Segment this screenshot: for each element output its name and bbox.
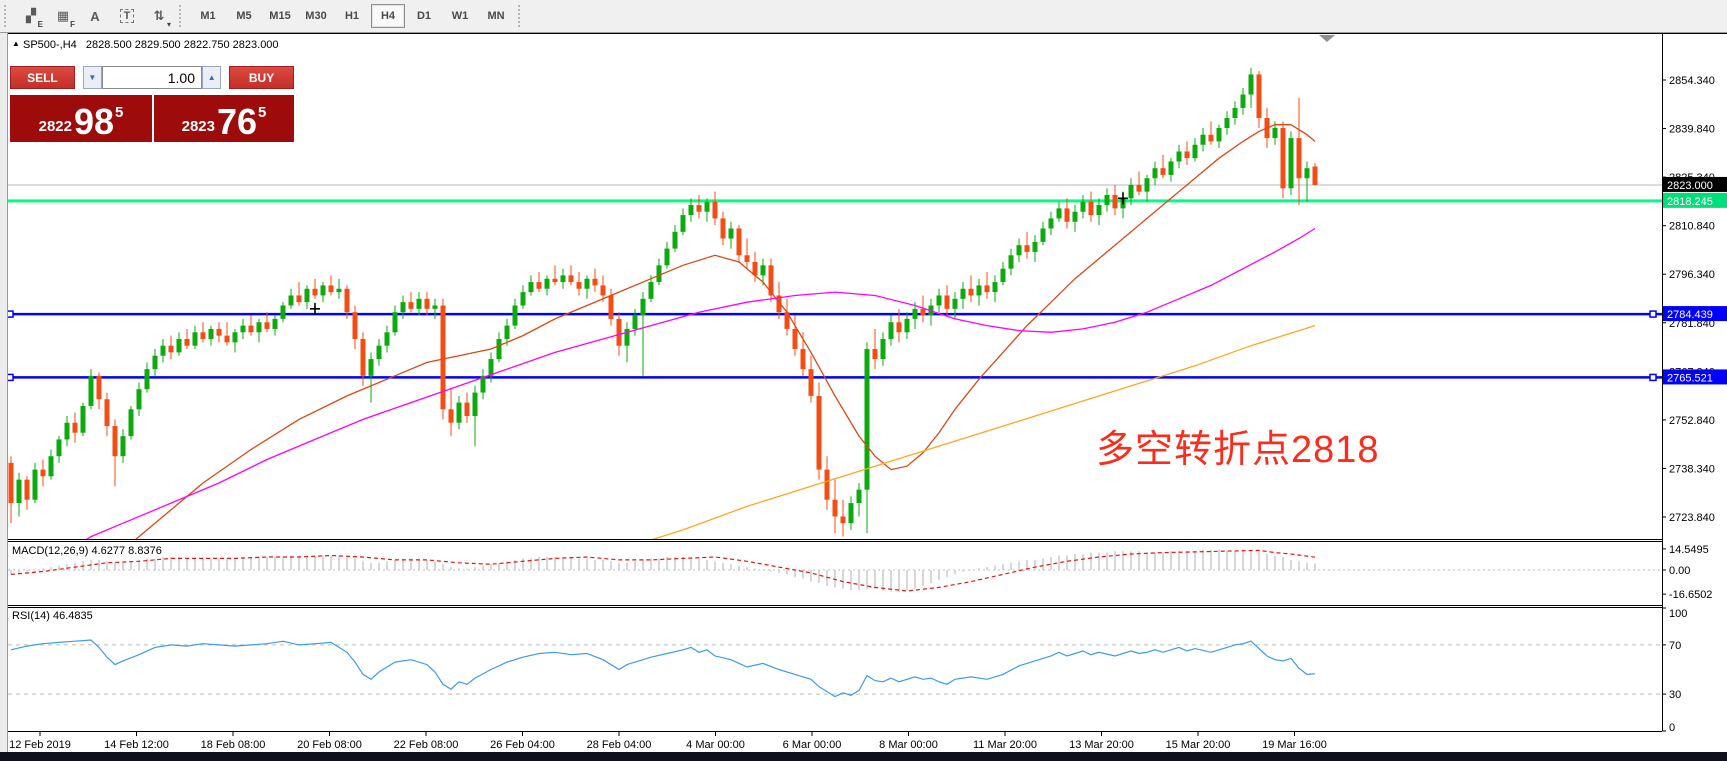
one-click-trading-panel: SELL ▼ ▲ BUY 2822 98 5 2823 76 5 [10, 66, 294, 142]
macd-signal-line [10, 549, 1316, 592]
candlesticks [8, 67, 1318, 537]
volume-decrease-button[interactable]: ▼ [82, 66, 102, 89]
status-strip [0, 752, 1727, 761]
timeframe-button-m5[interactable]: M5 [236, 10, 252, 22]
cross-marker[interactable] [310, 302, 320, 315]
svg-text:2810.840: 2810.840 [1669, 221, 1715, 233]
svg-text:70: 70 [1669, 640, 1681, 652]
svg-text:0: 0 [1669, 722, 1675, 734]
price-badge: 2823.000 [1667, 180, 1713, 192]
macd-pane[interactable]: 14.5495 0.00 -16.6502 [8, 544, 1712, 601]
rsi-line [10, 639, 1316, 698]
moving-average-mid [85, 227, 1316, 539]
line-handle[interactable] [1649, 373, 1657, 382]
line-handle[interactable] [7, 373, 14, 382]
timeframe-button-w1[interactable]: W1 [451, 10, 469, 22]
svg-text:100: 100 [1669, 608, 1687, 620]
macd-label: MACD(12,26,9) 4.6277 8.8376 [12, 545, 162, 557]
timeframe-button-m15[interactable]: M15 [269, 10, 291, 22]
rsi-pane[interactable]: 100 70 30 0 [8, 607, 1687, 734]
svg-text:2854.340: 2854.340 [1669, 75, 1715, 87]
sell-price-prefix: 2822 [38, 118, 72, 135]
chart-expert-icon[interactable]: ▞ E [26, 8, 43, 29]
collapse-icon[interactable]: ▲ [12, 39, 20, 48]
volume-input[interactable] [102, 66, 202, 89]
svg-text:4 Mar 00:00: 4 Mar 00:00 [686, 739, 745, 751]
sell-price-sup: 5 [115, 104, 124, 121]
buy-button[interactable]: BUY [229, 66, 294, 89]
price-axis[interactable]: 2854.3402839.8402825.3402810.8402796.340… [1662, 75, 1727, 524]
toolbar-grip[interactable] [518, 5, 525, 27]
moving-average-slow [651, 324, 1316, 539]
arrows-dropdown-icon[interactable]: ⇅ ▾ [153, 8, 171, 29]
svg-text:15 Mar 20:00: 15 Mar 20:00 [1166, 739, 1231, 751]
svg-text:13 Mar 20:00: 13 Mar 20:00 [1069, 739, 1134, 751]
svg-text:30: 30 [1669, 689, 1681, 701]
buy-price-sup: 5 [258, 104, 267, 121]
svg-text:2796.340: 2796.340 [1669, 269, 1715, 281]
svg-text:2752.840: 2752.840 [1669, 415, 1715, 427]
timeframe-button-mn[interactable]: MN [487, 10, 505, 22]
window-left-border [0, 32, 8, 761]
main-price-pane[interactable] [7, 67, 1662, 597]
svg-text:0.00: 0.00 [1669, 565, 1690, 577]
svg-text:14 Feb 12:00: 14 Feb 12:00 [104, 739, 169, 751]
svg-text:8 Mar 00:00: 8 Mar 00:00 [879, 739, 938, 751]
symbol-period-label: SP500-,H4 [22, 39, 77, 51]
moving-average-fast [135, 124, 1316, 539]
svg-text:28 Feb 04:00: 28 Feb 04:00 [587, 739, 652, 751]
timeframe-button-h4[interactable]: H4 [371, 4, 405, 28]
chart-header: ▲ SP500-,H4 2828.500 2829.500 2822.750 2… [12, 39, 279, 51]
sell-button[interactable]: SELL [10, 66, 75, 89]
cross-marker[interactable] [1118, 192, 1128, 205]
timeframe-button-d1[interactable]: D1 [416, 10, 432, 22]
timeframe-button-m30[interactable]: M30 [305, 10, 327, 22]
svg-text:12 Feb 2019: 12 Feb 2019 [9, 739, 71, 751]
rsi-label: RSI(14) 46.4835 [12, 610, 93, 622]
line-handle[interactable] [1649, 310, 1657, 318]
svg-text:26 Feb 04:00: 26 Feb 04:00 [490, 739, 555, 751]
svg-text:22 Feb 08:00: 22 Feb 08:00 [394, 739, 459, 751]
timeframe-button-h1[interactable]: H1 [344, 10, 360, 22]
svg-text:19 Mar 16:00: 19 Mar 16:00 [1262, 739, 1327, 751]
svg-text:6 Mar 00:00: 6 Mar 00:00 [783, 739, 842, 751]
svg-text:2738.340: 2738.340 [1669, 463, 1715, 475]
chart-annotation-text: 多空转折点2818 [1096, 429, 1380, 471]
buy-price-box[interactable]: 2823 76 5 [154, 95, 294, 142]
toolbar-grip[interactable] [4, 5, 11, 27]
svg-text:2723.840: 2723.840 [1669, 512, 1715, 524]
text-label-icon[interactable]: T [113, 3, 141, 29]
svg-text:11 Mar 20:00: 11 Mar 20:00 [973, 739, 1037, 751]
ohlc-values: 2828.500 2829.500 2822.750 2823.000 [85, 39, 279, 51]
sell-price-box[interactable]: 2822 98 5 [10, 95, 152, 142]
chart-shift-icon[interactable] [1319, 35, 1335, 42]
buy-price-prefix: 2823 [181, 118, 215, 135]
svg-text:18 Feb 08:00: 18 Feb 08:00 [201, 739, 266, 751]
svg-text:14.5495: 14.5495 [1669, 544, 1709, 556]
time-axis[interactable]: 12 Feb 2019 14 Feb 12:00 18 Feb 08:00 20 Fe… [9, 731, 1327, 751]
timeframe-button-m1[interactable]: M1 [200, 10, 216, 22]
price-badge: 2784.439 [1667, 309, 1713, 321]
price-badge: 2765.521 [1667, 372, 1713, 384]
sell-price-big: 98 [73, 101, 115, 142]
svg-text:2839.840: 2839.840 [1669, 124, 1715, 136]
svg-text:-16.6502: -16.6502 [1669, 589, 1712, 601]
toolbar-grip[interactable] [179, 5, 186, 27]
svg-text:20 Feb 08:00: 20 Feb 08:00 [297, 739, 362, 751]
main-toolbar: ▞ E ▦ F A T ⇅ ▾ M1 M5 M15 M30 H1 H4 D1 W1 MN [0, 0, 1727, 33]
buy-price-big: 76 [216, 101, 258, 142]
line-handle[interactable] [7, 310, 14, 318]
text-a-icon[interactable]: A [90, 8, 100, 24]
price-badge: 2818.245 [1667, 196, 1713, 208]
volume-increase-button[interactable]: ▲ [202, 66, 222, 89]
grid-fibo-icon[interactable]: ▦ F [56, 8, 75, 29]
